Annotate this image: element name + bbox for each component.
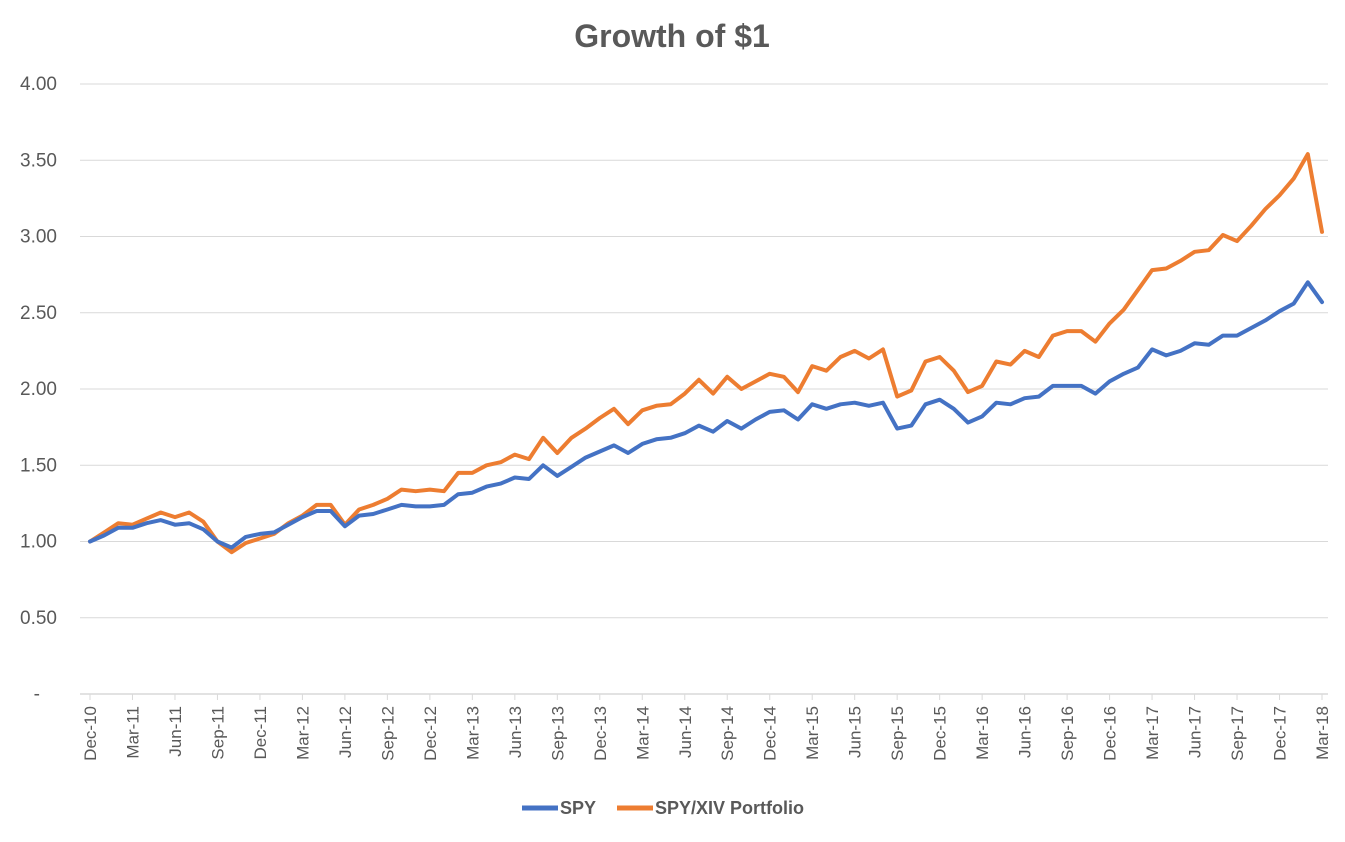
x-tick-label: Jun-12: [336, 706, 355, 758]
series-line-spy: [88, 280, 1324, 550]
x-tick-label: Mar-18: [1313, 706, 1332, 760]
y-tick-label: 3.50: [20, 150, 57, 171]
x-tick-label: Sep-11: [208, 706, 227, 760]
y-tick-label: 4.00: [20, 74, 57, 95]
y-tick-label: 1.50: [20, 455, 57, 476]
x-tick-label: Jun-11: [166, 706, 185, 757]
x-tick-label: Sep-16: [1058, 706, 1077, 761]
legend: SPY SPY/XIV Portfolio: [522, 798, 804, 818]
x-tick-label: Sep-14: [718, 706, 737, 761]
x-tick-label: Dec-16: [1101, 706, 1120, 761]
x-tick-label: Jun-14: [676, 706, 695, 758]
series-lines: [88, 152, 1324, 555]
x-tick-label: Mar-16: [973, 706, 992, 760]
x-tick-label: Sep-15: [888, 706, 907, 761]
chart-title: Growth of $1: [574, 18, 770, 54]
x-tick-label: Mar-15: [803, 706, 822, 760]
x-tick-label: Dec-14: [761, 706, 780, 761]
x-tick-label: Jun-17: [1186, 706, 1205, 758]
x-tick-label: Dec-10: [81, 706, 100, 761]
x-tick-label: Mar-11: [123, 706, 142, 759]
y-axis-ticks: - 0.50 1.00 1.50 2.00 2.50 3.00 3.50 4.00: [20, 74, 57, 705]
x-tick-label: Mar-17: [1143, 706, 1162, 760]
x-tick-label: Mar-13: [463, 706, 482, 760]
y-tick-label: -: [34, 684, 40, 705]
y-tick-label: 3.00: [20, 227, 57, 248]
x-tick-label: Dec-15: [931, 706, 950, 761]
x-tick-label: Dec-11: [251, 706, 270, 760]
series-line-spy-xiv-portfolio: [88, 152, 1324, 555]
legend-label-spy-xiv-portfolio: SPY/XIV Portfolio: [655, 798, 804, 818]
x-tick-label: Mar-14: [633, 706, 652, 760]
x-tick-label: Sep-13: [548, 706, 567, 761]
x-tick-label: Jun-16: [1016, 706, 1035, 758]
x-tick-label: Jun-15: [846, 706, 865, 758]
y-tick-label: 2.00: [20, 379, 57, 400]
x-tick-label: Sep-17: [1228, 706, 1247, 761]
y-tick-label: 0.50: [20, 608, 57, 629]
x-tick-label: Jun-13: [506, 706, 525, 758]
gridlines: [80, 83, 1328, 619]
y-tick-label: 2.50: [20, 303, 57, 324]
x-tick-label: Dec-17: [1271, 706, 1290, 761]
x-axis-ticks: Dec-10 Mar-11 Jun-11 Sep-11 Dec-11 Mar-12 Jun-…: [81, 694, 1332, 761]
x-tick-label: Dec-13: [591, 706, 610, 761]
x-tick-label: Mar-12: [293, 706, 312, 760]
y-tick-label: 1.00: [20, 532, 57, 553]
x-tick-label: Sep-12: [378, 706, 397, 761]
x-tick-label: Dec-12: [421, 706, 440, 761]
legend-label-spy: SPY: [560, 798, 596, 818]
